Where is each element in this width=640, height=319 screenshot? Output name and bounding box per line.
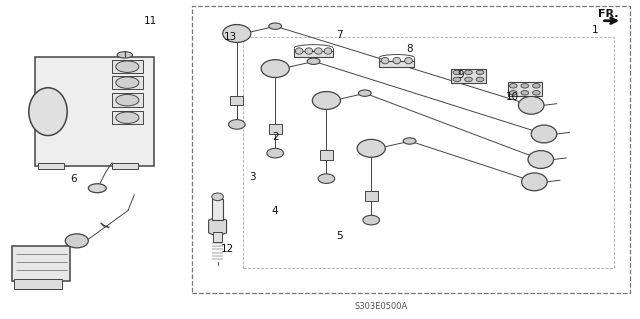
Ellipse shape — [88, 184, 106, 193]
Ellipse shape — [509, 91, 517, 95]
Ellipse shape — [363, 215, 380, 225]
Ellipse shape — [465, 70, 472, 75]
Text: FR.: FR. — [598, 9, 618, 19]
Ellipse shape — [357, 139, 385, 157]
Ellipse shape — [518, 96, 544, 114]
Bar — [451, 69, 486, 83]
Text: 9: 9 — [458, 70, 464, 80]
Ellipse shape — [453, 77, 461, 82]
Ellipse shape — [65, 234, 88, 248]
Ellipse shape — [522, 173, 547, 191]
Text: 11: 11 — [144, 16, 157, 26]
Ellipse shape — [403, 138, 416, 144]
Bar — [112, 60, 143, 73]
Ellipse shape — [324, 48, 332, 54]
Bar — [320, 150, 333, 160]
Bar — [112, 163, 138, 169]
Ellipse shape — [116, 61, 139, 72]
Ellipse shape — [117, 52, 132, 58]
Ellipse shape — [212, 193, 223, 201]
Ellipse shape — [476, 77, 484, 82]
Ellipse shape — [228, 120, 245, 129]
Ellipse shape — [267, 148, 284, 158]
Text: 13: 13 — [224, 32, 237, 42]
Ellipse shape — [532, 84, 540, 88]
Polygon shape — [209, 217, 227, 237]
Bar — [294, 51, 333, 57]
Text: 10: 10 — [506, 92, 518, 102]
Bar — [365, 191, 378, 201]
Ellipse shape — [29, 88, 67, 136]
Ellipse shape — [509, 84, 517, 88]
Text: 12: 12 — [221, 244, 234, 254]
Bar — [35, 57, 154, 166]
Bar — [112, 76, 143, 89]
Bar — [508, 82, 542, 96]
Ellipse shape — [312, 92, 340, 109]
Ellipse shape — [116, 112, 139, 123]
Ellipse shape — [116, 77, 139, 88]
Bar — [112, 111, 143, 124]
Ellipse shape — [532, 91, 540, 95]
Bar — [243, 37, 614, 268]
Ellipse shape — [223, 25, 251, 42]
Ellipse shape — [531, 125, 557, 143]
Ellipse shape — [465, 77, 472, 82]
Bar — [192, 6, 630, 293]
Ellipse shape — [381, 57, 389, 64]
Ellipse shape — [318, 174, 335, 183]
Ellipse shape — [476, 70, 484, 75]
Text: 1: 1 — [592, 25, 598, 35]
Bar — [380, 61, 415, 67]
Ellipse shape — [116, 94, 139, 106]
Bar — [230, 96, 243, 105]
Ellipse shape — [296, 48, 303, 54]
Bar — [212, 199, 223, 220]
Text: 5: 5 — [336, 231, 342, 241]
Bar — [213, 232, 222, 242]
Ellipse shape — [261, 60, 289, 78]
Bar — [38, 163, 64, 169]
Text: 8: 8 — [406, 44, 413, 55]
Bar — [12, 246, 70, 281]
Ellipse shape — [307, 58, 320, 64]
Ellipse shape — [358, 90, 371, 96]
Bar — [269, 124, 282, 134]
Text: 2: 2 — [272, 132, 278, 142]
Text: 7: 7 — [336, 30, 342, 40]
Ellipse shape — [521, 91, 529, 95]
Ellipse shape — [404, 57, 412, 64]
Ellipse shape — [305, 48, 312, 54]
Ellipse shape — [269, 23, 282, 29]
Text: 6: 6 — [70, 174, 77, 184]
Text: S303E0500A: S303E0500A — [354, 302, 408, 311]
Ellipse shape — [521, 84, 529, 88]
Text: 3: 3 — [250, 172, 256, 182]
Ellipse shape — [393, 57, 401, 64]
Bar — [112, 93, 143, 107]
Ellipse shape — [528, 151, 554, 168]
Text: 4: 4 — [272, 205, 278, 216]
Bar — [14, 279, 62, 289]
Ellipse shape — [453, 70, 461, 75]
Ellipse shape — [315, 48, 322, 54]
